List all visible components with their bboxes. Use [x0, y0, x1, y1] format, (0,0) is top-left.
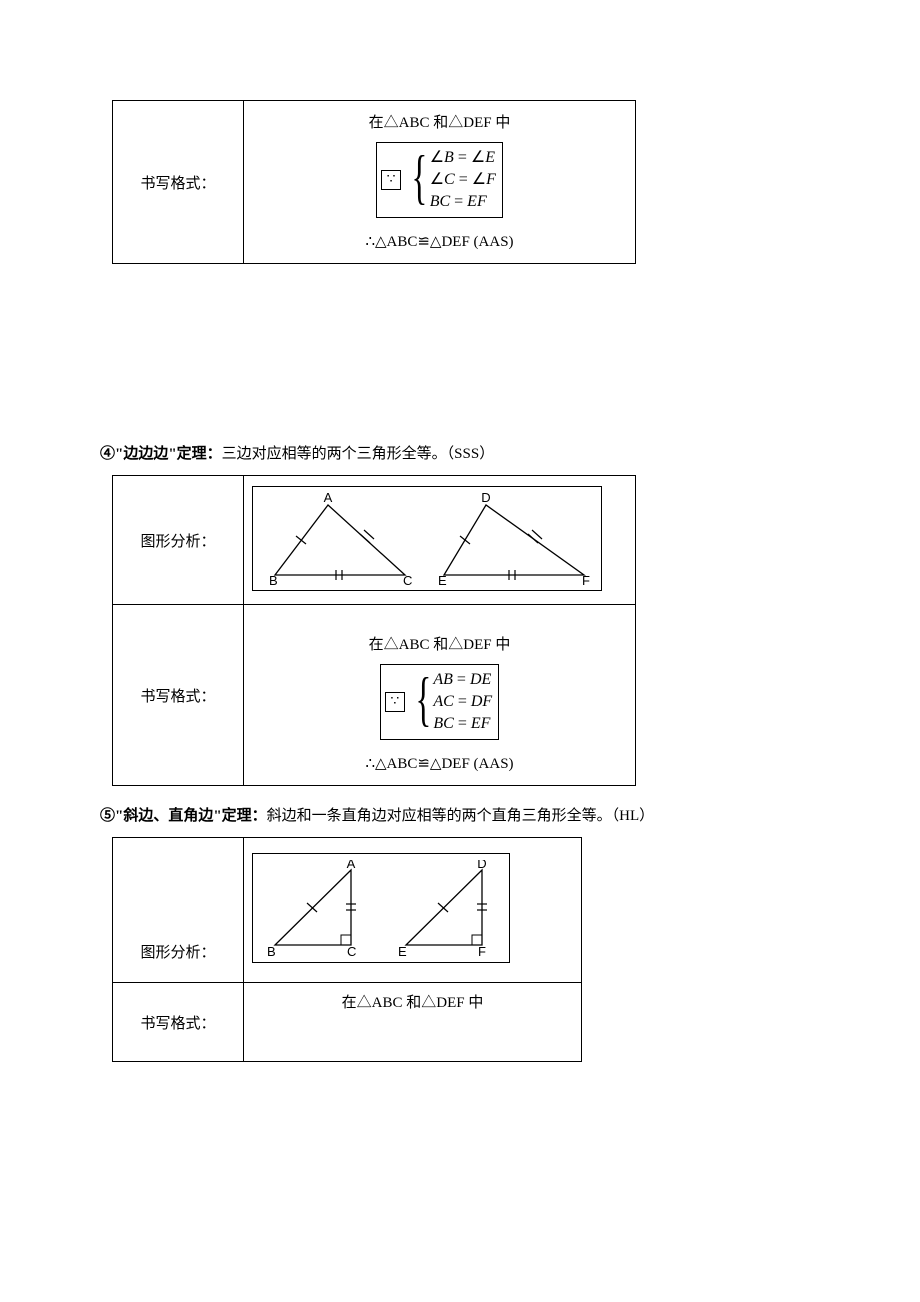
table2-top-line: 在△ABC 和△DEF 中 — [252, 633, 627, 654]
svg-text:D: D — [477, 860, 486, 871]
table3-row1-label-cell: 图形分析： — [113, 838, 244, 983]
table1-formula: 在△ABC 和△DEF 中 ∵ { ∠B = ∠E ∠C = ∠F BC = E… — [252, 111, 627, 251]
eq-lines: AB = DE AC = DF BC = EF — [433, 669, 492, 735]
svg-text:F: F — [582, 573, 590, 588]
table1-eqbox: ∵ { ∠B = ∠E ∠C = ∠F BC = EF — [376, 142, 503, 218]
table-hl: 图形分析： — [112, 837, 582, 1062]
table3-formula-cell: 在△ABC 和△DEF 中 — [244, 983, 582, 1062]
left-brace-icon: { — [411, 147, 427, 213]
heading5-num: ⑤ — [100, 808, 115, 824]
hl-diagram-frame: A B C D E F — [252, 853, 510, 963]
table3-diagram-cell: A B C D E F — [244, 838, 582, 983]
eq-line-2: AC = DF — [433, 691, 492, 713]
right-triangle-def-icon: D E F — [394, 860, 499, 960]
heading5-bold: "斜边、直角边"定理： — [115, 808, 267, 824]
table2-conclusion: ∴△ABC≌△DEF (AAS) — [252, 754, 627, 773]
table2-row1-label: 图形分析： — [140, 534, 215, 550]
svg-text:A: A — [347, 860, 356, 871]
eq-line-3: BC = EF — [430, 191, 496, 213]
svg-text:A: A — [324, 493, 333, 505]
right-triangle-abc-icon: A B C — [263, 860, 368, 960]
svg-text:E: E — [398, 944, 407, 959]
heading4-bold: "边边边"定理： — [115, 446, 222, 462]
table2-formula: 在△ABC 和△DEF 中 ∵ { AB = DE AC = DF BC = E… — [252, 613, 627, 773]
document-page: 书写格式： 在△ABC 和△DEF 中 ∵ { ∠B = ∠E ∠C = ∠F … — [0, 0, 920, 1102]
because-icon: ∵ — [381, 170, 401, 190]
table2-row2-label: 书写格式： — [140, 689, 215, 705]
table1-content-cell: 在△ABC 和△DEF 中 ∵ { ∠B = ∠E ∠C = ∠F BC = E… — [244, 101, 636, 264]
table3-formula: 在△ABC 和△DEF 中 — [252, 991, 573, 1012]
svg-text:F: F — [478, 944, 486, 959]
eq-lines: ∠B = ∠E ∠C = ∠F BC = EF — [430, 147, 496, 213]
eq-line-1: AB = DE — [433, 669, 492, 691]
triangle-abc-icon: A B C — [263, 493, 418, 588]
brace-wrap: { AB = DE AC = DF BC = EF — [411, 669, 493, 735]
heading-sss: ④"边边边"定理：三边对应相等的两个三角形全等。（SSS） — [100, 442, 820, 463]
table2-row2-label-cell: 书写格式： — [113, 605, 244, 786]
table1-label-cell: 书写格式： — [113, 101, 244, 264]
table-sss: 图形分析： — [112, 475, 636, 786]
table2-diagram-cell: A B C D E — [244, 476, 636, 605]
heading4-num: ④ — [100, 446, 115, 462]
svg-text:C: C — [347, 944, 356, 959]
sss-triangles: A B C D E — [263, 493, 591, 588]
heading-hl: ⑤"斜边、直角边"定理：斜边和一条直角边对应相等的两个直角三角形全等。（HL） — [100, 804, 820, 825]
table1-top-line: 在△ABC 和△DEF 中 — [252, 111, 627, 132]
table3-top-line: 在△ABC 和△DEF 中 — [252, 991, 573, 1012]
table1-conclusion: ∴△ABC≌△DEF (AAS) — [252, 232, 627, 251]
svg-text:D: D — [481, 493, 490, 505]
eq-line-3: BC = EF — [433, 713, 492, 735]
svg-text:E: E — [438, 573, 447, 588]
heading5-rest: 斜边和一条直角边对应相等的两个直角三角形全等。（HL） — [267, 808, 655, 824]
sss-diagram-frame: A B C D E — [252, 486, 602, 591]
table-aas-format: 书写格式： 在△ABC 和△DEF 中 ∵ { ∠B = ∠E ∠C = ∠F … — [112, 100, 636, 264]
table2-row1-label-cell: 图形分析： — [113, 476, 244, 605]
eq-line-1: ∠B = ∠E — [430, 147, 496, 169]
triangle-def-icon: D E F — [436, 493, 591, 588]
table3-row1-label: 图形分析： — [140, 945, 215, 961]
svg-text:C: C — [403, 573, 412, 588]
svg-text:B: B — [269, 573, 278, 588]
heading4-rest: 三边对应相等的两个三角形全等。（SSS） — [222, 446, 495, 462]
table2-formula-cell: 在△ABC 和△DEF 中 ∵ { AB = DE AC = DF BC = E… — [244, 605, 636, 786]
table3-row2-label: 书写格式： — [140, 1016, 215, 1032]
hl-triangles: A B C D E F — [263, 860, 499, 960]
spacer — [100, 264, 820, 424]
table3-row2-label-cell: 书写格式： — [113, 983, 244, 1062]
eq-line-2: ∠C = ∠F — [430, 169, 496, 191]
table1-label: 书写格式： — [140, 176, 215, 192]
svg-text:B: B — [267, 944, 276, 959]
left-brace-icon: { — [415, 669, 431, 735]
because-icon: ∵ — [385, 692, 405, 712]
brace-wrap: { ∠B = ∠E ∠C = ∠F BC = EF — [407, 147, 496, 213]
table2-eqbox: ∵ { AB = DE AC = DF BC = EF — [380, 664, 499, 740]
